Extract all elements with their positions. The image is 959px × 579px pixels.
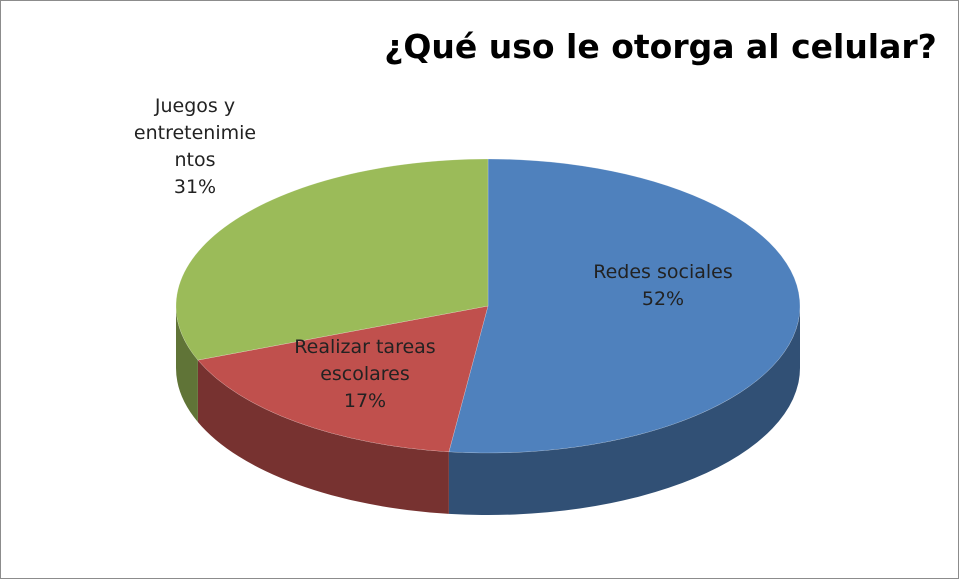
slice <box>197 305 489 453</box>
slice <box>448 158 801 454</box>
slice-percent: 52% <box>641 288 685 310</box>
data-label: Redes sociales 52% <box>563 259 763 313</box>
data-label: Realizar tareas escolares 17% <box>265 334 465 415</box>
slice-name: Realizar tareas escolares <box>294 336 436 385</box>
slice-name: Juegos y entretenimientos <box>133 95 257 171</box>
slice <box>175 158 489 361</box>
slice-name: Redes sociales <box>593 261 733 283</box>
slice-side <box>176 306 198 423</box>
data-label: Juegos y entretenimientos 31% <box>130 93 260 201</box>
chart-title: ¿Qué uso le otorga al celular? <box>384 27 937 66</box>
slice-side <box>197 360 449 514</box>
slice-percent: 31% <box>173 176 217 198</box>
slice-side <box>448 306 800 516</box>
slice-percent: 17% <box>343 390 387 412</box>
